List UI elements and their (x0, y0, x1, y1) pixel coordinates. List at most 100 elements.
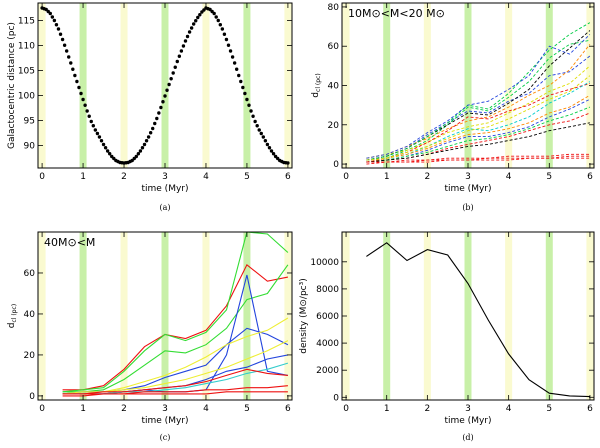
y-tick-label: 115 (18, 17, 35, 27)
data-point (105, 149, 110, 153)
series-line-s18 (366, 155, 590, 163)
x-tick-label: 0 (39, 172, 45, 182)
data-point (101, 142, 106, 147)
x-tick-label: 6 (285, 404, 291, 414)
panel-caption: (d) (462, 433, 473, 442)
series-line-red1 (62, 263, 289, 391)
series-line-s16 (366, 153, 590, 163)
band-yellow (202, 232, 210, 400)
data-point (146, 135, 151, 139)
panel-caption: (a) (159, 203, 170, 212)
y-tick-label: 80 (328, 3, 340, 13)
band-green (243, 3, 251, 168)
band-green (243, 232, 251, 400)
band-yellow (423, 3, 431, 168)
x-tick-label: 0 (343, 404, 349, 414)
data-point (177, 54, 182, 58)
band-yellow (505, 3, 513, 168)
x-tick-label: 5 (546, 404, 552, 414)
band-yellow (284, 3, 292, 168)
x-tick-label: 2 (121, 404, 127, 414)
data-point (136, 152, 141, 156)
data-point (226, 43, 231, 47)
x-tick-label: 1 (80, 404, 86, 414)
data-point (214, 15, 218, 19)
data-point (54, 23, 59, 27)
band-yellow (505, 232, 513, 400)
band-yellow (38, 232, 46, 400)
y-tick-label: 0 (333, 393, 339, 403)
data-point (159, 105, 163, 110)
data-point (155, 116, 159, 121)
series-line-s13 (366, 34, 591, 159)
band-green (161, 232, 169, 400)
y-axis-label: dcl (pc) (311, 73, 322, 97)
y-tick-label: 90 (24, 142, 36, 152)
data-point (73, 73, 77, 78)
data-point (157, 111, 161, 115)
y-tick-label: 0 (29, 392, 35, 402)
x-tick-label: 6 (587, 404, 593, 414)
data-point (153, 121, 157, 126)
data-point (60, 37, 65, 42)
series-line-yellow2 (62, 340, 289, 395)
x-tick-label: 2 (424, 172, 430, 182)
series-line-green1 (62, 232, 289, 393)
band-yellow (284, 232, 292, 400)
x-tick-label: 6 (587, 172, 593, 182)
data-point (56, 27, 61, 31)
y-tick-label: 95 (24, 117, 35, 127)
x-tick-label: 0 (343, 172, 349, 182)
series-line-s12 (366, 112, 591, 163)
data-point (243, 91, 247, 96)
y-tick-label: 40 (328, 82, 340, 92)
data-point (196, 15, 200, 20)
series-line-s4 (366, 65, 591, 159)
series-line-red2 (62, 368, 288, 395)
band-green (79, 3, 87, 168)
data-point (183, 39, 188, 43)
data-point (181, 44, 186, 48)
series-line-red4 (62, 391, 288, 397)
data-point (169, 77, 173, 81)
data-point (103, 146, 108, 150)
band-green (464, 232, 472, 400)
y-tick-label: 10000 (310, 258, 339, 268)
y-axis-label: Galactocentric distance (pc) (7, 22, 17, 149)
data-point (50, 15, 55, 19)
data-point (247, 103, 251, 107)
data-point (194, 19, 198, 23)
y-tick-label: 60 (328, 42, 340, 52)
data-point (216, 18, 220, 23)
data-point (165, 88, 169, 92)
series-line-s14 (366, 106, 591, 163)
band-yellow (38, 3, 46, 168)
data-point (75, 79, 79, 84)
y-tick-label: 8000 (316, 285, 339, 295)
data-point (134, 154, 139, 159)
data-point (163, 94, 167, 98)
x-tick-label: 5 (546, 172, 552, 182)
data-point (230, 55, 235, 59)
series-line-cyan1 (62, 362, 289, 395)
series-line-green2 (62, 264, 289, 393)
data-point (239, 79, 243, 84)
data-point (99, 139, 104, 143)
series-line-density (366, 242, 590, 398)
band-yellow (423, 232, 431, 400)
series-line-s15 (366, 122, 590, 163)
x-axis-label: time (Myr) (141, 184, 188, 194)
y-tick-label: 100 (18, 92, 35, 102)
plot-area (366, 22, 591, 165)
y-tick-label: 20 (328, 121, 340, 131)
data-point (173, 65, 177, 69)
y-axis-label-subscript: cl (pc) (315, 73, 322, 92)
data-point (71, 67, 75, 71)
series-line-s6 (366, 30, 591, 161)
x-tick-label: 3 (465, 404, 471, 414)
plot-area (62, 232, 289, 397)
data-point (224, 37, 229, 42)
